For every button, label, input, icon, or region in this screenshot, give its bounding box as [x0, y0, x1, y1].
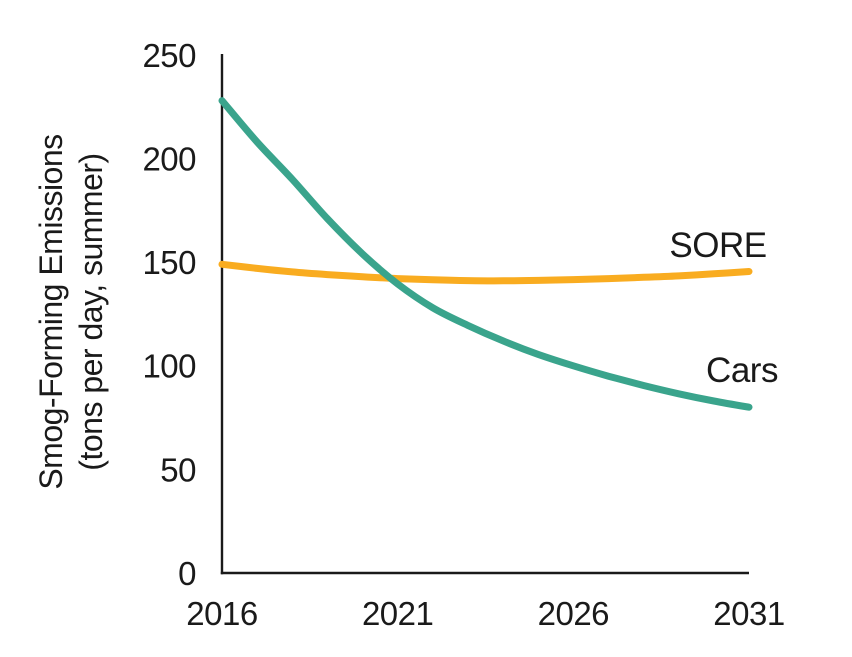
series-lines	[218, 97, 753, 411]
y-tick-label: 100	[142, 348, 196, 385]
x-axis-tick-labels: 2016 2021 2026 2031	[186, 595, 785, 632]
y-tick-label: 150	[142, 244, 196, 281]
series-line-cars	[218, 97, 753, 411]
y-tick-label: 50	[160, 451, 196, 488]
x-tick-label: 2026	[538, 595, 609, 632]
y-tick-label: 200	[142, 140, 196, 177]
y-axis-title-line2: (tons per day, summer)	[73, 153, 109, 470]
series-line-sore	[218, 260, 753, 285]
series-labels: SORE Cars	[669, 226, 778, 390]
y-tick-label: 0	[178, 555, 196, 592]
x-tick-label: 2031	[713, 595, 784, 632]
x-tick-label: 2021	[362, 595, 433, 632]
y-tick-label: 250	[142, 37, 196, 74]
y-axis-tick-labels: 0 50 100 150 200 250	[142, 37, 196, 592]
series-label-cars: Cars	[706, 351, 778, 390]
x-tick-label: 2016	[186, 595, 257, 632]
y-axis-title-line1: Smog-Forming Emissions	[33, 134, 69, 489]
axes	[220, 54, 749, 575]
y-axis-title: Smog-Forming Emissions (tons per day, su…	[33, 134, 109, 489]
series-label-sore: SORE	[669, 226, 766, 265]
